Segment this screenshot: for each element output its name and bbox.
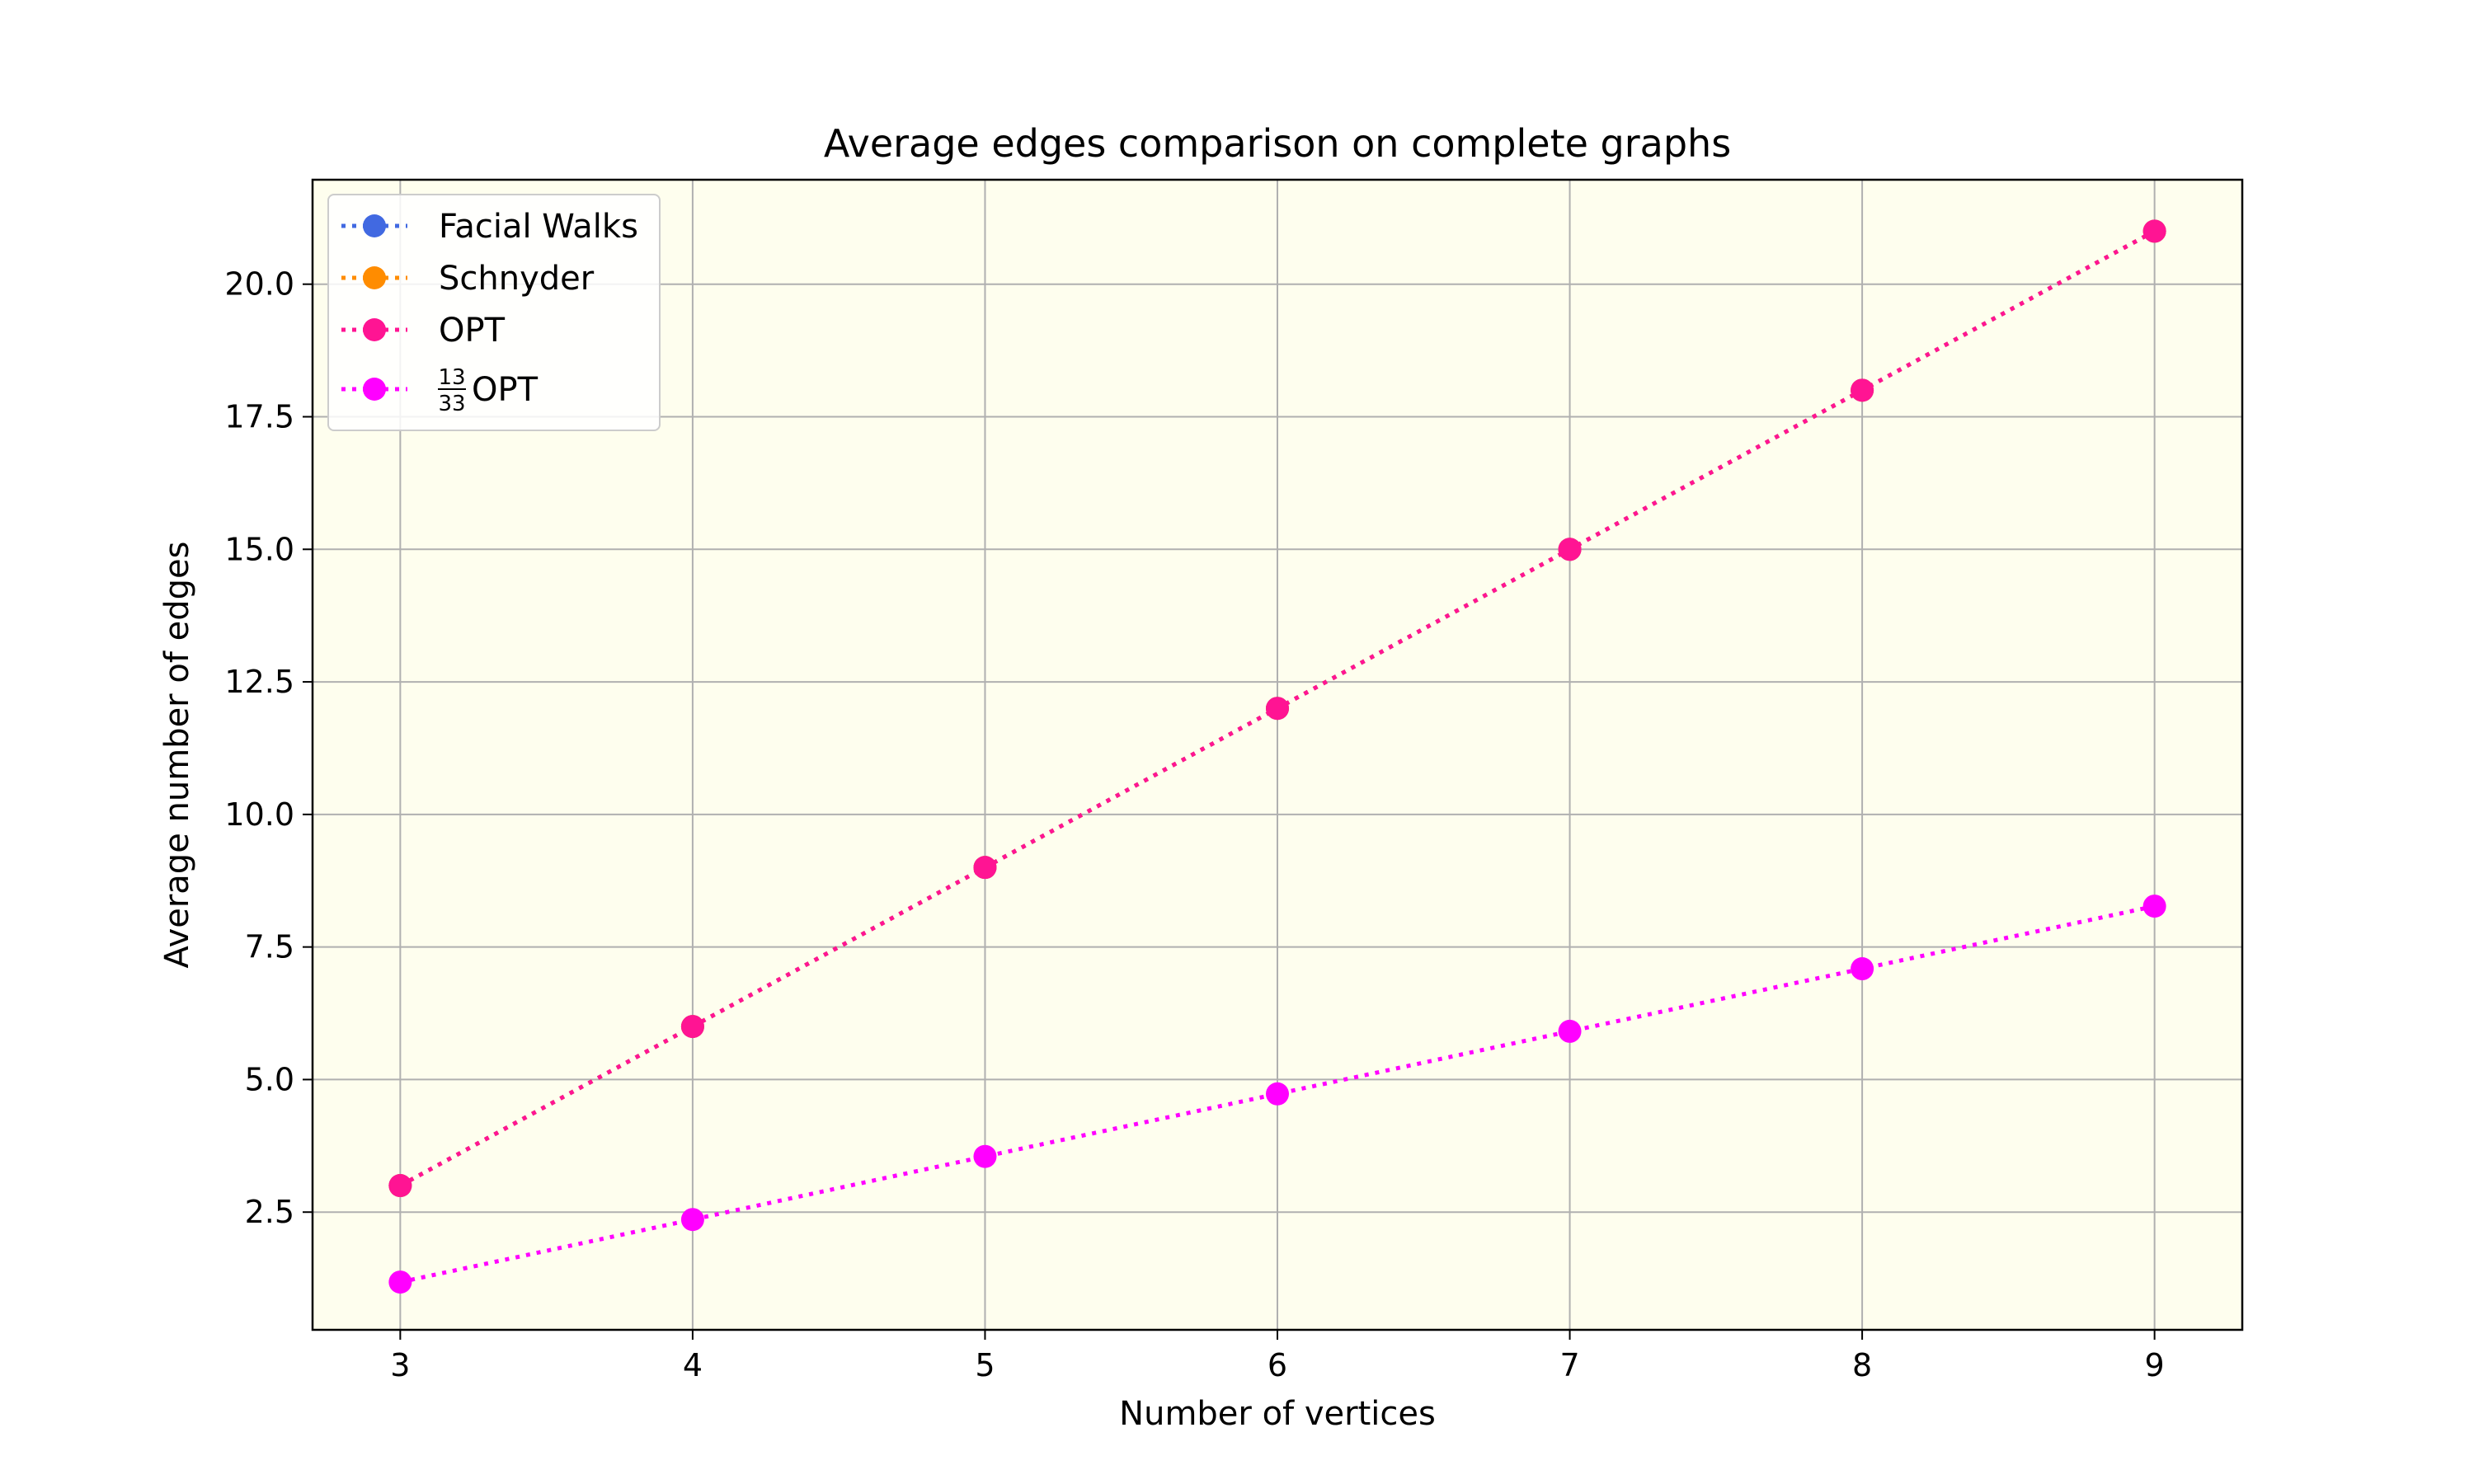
data-point (388, 1174, 412, 1198)
legend-label: Schnyder (439, 260, 595, 298)
series-layer (388, 219, 2166, 1294)
x-tick-label: 8 (1852, 1347, 1872, 1383)
data-point (1558, 538, 1582, 561)
y-tick-label: 2.5 (245, 1194, 294, 1230)
data-point (1558, 1019, 1582, 1043)
data-point (388, 1270, 412, 1294)
data-point (1266, 697, 1289, 721)
y-tick-label: 7.5 (245, 929, 294, 965)
chart-title: Average edges comparison on complete gra… (824, 121, 1731, 166)
data-point (1851, 957, 1874, 981)
legend-fraction-numerator: 13 (438, 365, 465, 390)
y-tick-label: 15.0 (224, 531, 294, 567)
x-tick-label: 7 (1559, 1347, 1579, 1383)
y-axis-label: Average number of edges (158, 542, 196, 969)
data-point (973, 856, 997, 880)
x-tick-label: 3 (390, 1347, 410, 1383)
x-tick-label: 5 (975, 1347, 995, 1383)
data-point (2142, 895, 2166, 918)
legend-entry: Facial Walks (341, 208, 638, 246)
data-point (2142, 219, 2166, 243)
data-point (1851, 378, 1874, 402)
y-tick-label: 10.0 (224, 796, 294, 833)
x-axis: 3 4 5 6 7 8 9 (390, 1330, 2165, 1383)
data-point (1266, 1082, 1289, 1106)
legend-marker (363, 318, 386, 341)
legend-marker (363, 266, 386, 289)
legend-marker (363, 214, 386, 237)
legend-label: OPT (472, 371, 539, 409)
series-2 (388, 219, 2166, 1198)
y-axis: 2.5 5.0 7.5 10.0 12.5 15.0 17.5 20.0 (224, 266, 313, 1230)
series-3 (388, 895, 2166, 1294)
x-tick-label: 6 (1268, 1347, 1287, 1383)
data-point (680, 1208, 704, 1232)
y-tick-label: 20.0 (224, 266, 294, 303)
x-axis-label: Number of vertices (1119, 1395, 1436, 1433)
x-tick-label: 9 (2145, 1347, 2165, 1383)
x-tick-label: 4 (683, 1347, 703, 1383)
legend-entry: Schnyder (341, 260, 595, 298)
legend-label: Facial Walks (439, 208, 638, 246)
legend-box (327, 194, 661, 431)
y-tick-label: 17.5 (224, 398, 294, 434)
legend-entry: OPT (341, 312, 506, 350)
y-tick-label: 5.0 (245, 1061, 294, 1097)
legend-marker (363, 378, 386, 401)
data-point (680, 1015, 704, 1039)
legend-fraction-denominator: 33 (438, 392, 465, 416)
y-tick-label: 12.5 (224, 664, 294, 700)
data-point (973, 1144, 997, 1168)
legend-label: OPT (439, 312, 506, 350)
